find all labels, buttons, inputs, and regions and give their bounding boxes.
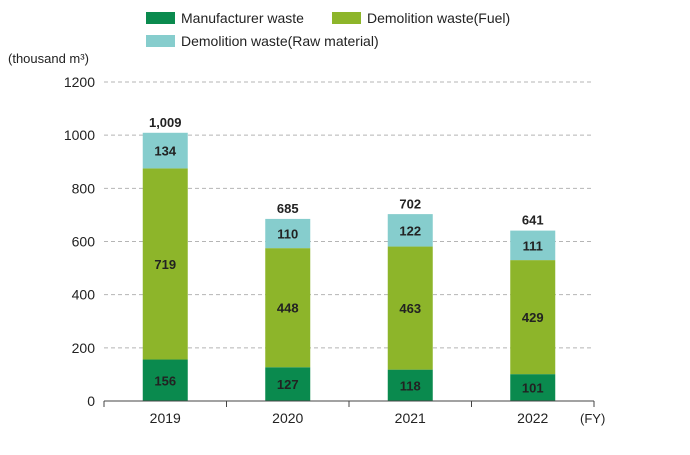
- segment-value-label: 463: [399, 301, 421, 316]
- y-tick-label: 1000: [64, 127, 95, 143]
- y-axis-ticks: 0 200 400 600 800 1000 1200: [64, 74, 95, 409]
- segment-value-label: 134: [154, 144, 176, 159]
- bar-segment: [510, 230, 556, 261]
- x-axis-unit: (FY): [580, 411, 605, 426]
- total-value-label: 1,009: [149, 115, 182, 130]
- x-tick-label: 2021: [395, 410, 426, 426]
- bar-segment: [265, 367, 311, 401]
- total-labels: 1,009 685 702 641: [149, 115, 544, 228]
- segment-value-label: 448: [277, 301, 299, 316]
- y-tick-label: 400: [72, 287, 96, 303]
- segment-value-label: 110: [277, 227, 298, 242]
- bar-segment: [387, 246, 433, 370]
- bar-segment: [142, 132, 188, 169]
- x-tick-label: 2020: [272, 410, 303, 426]
- segment-value-label: 101: [522, 381, 544, 396]
- segment-value-label: 118: [400, 378, 421, 393]
- bar-segment: [510, 374, 556, 401]
- legend: Manufacturer waste Demolition waste(Fuel)…: [146, 10, 510, 49]
- bar-segment: [510, 260, 556, 375]
- total-value-label: 641: [522, 213, 544, 228]
- total-value-label: 702: [399, 196, 421, 211]
- total-value-label: 685: [277, 201, 299, 216]
- x-axis: 2019 2020 2021 2022 (FY): [103, 400, 605, 426]
- bar-segment: [387, 369, 433, 401]
- bar-segment: [265, 248, 311, 368]
- y-tick-label: 0: [87, 393, 95, 409]
- bar-segment: [387, 214, 433, 247]
- segment-value-label: 111: [523, 238, 543, 253]
- legend-label: Manufacturer waste: [181, 10, 304, 26]
- segment-value-label: 156: [154, 373, 176, 388]
- y-axis-label: (thousand m³): [8, 51, 89, 66]
- x-tick-label: 2022: [517, 410, 548, 426]
- segment-value-label: 127: [277, 377, 299, 392]
- y-tick-label: 800: [72, 180, 96, 196]
- legend-swatch: [146, 35, 175, 47]
- segment-value-label: 122: [399, 223, 421, 238]
- bars: 156 719 134 127 448 110 118 463 122 101 429 111: [142, 132, 556, 401]
- y-tick-label: 200: [72, 340, 96, 356]
- y-tick-label: 600: [72, 234, 96, 250]
- legend-swatch: [146, 12, 175, 24]
- segment-value-label: 719: [154, 257, 176, 272]
- x-tick-label: 2019: [150, 410, 181, 426]
- legend-swatch: [332, 12, 361, 24]
- bar-segment: [142, 168, 188, 360]
- legend-label: Demolition waste(Raw material): [181, 33, 379, 49]
- segment-value-label: 429: [522, 310, 544, 325]
- bar-segment: [265, 218, 311, 249]
- y-tick-label: 1200: [64, 74, 95, 90]
- bar-segment: [142, 359, 188, 401]
- legend-label: Demolition waste(Fuel): [367, 10, 510, 26]
